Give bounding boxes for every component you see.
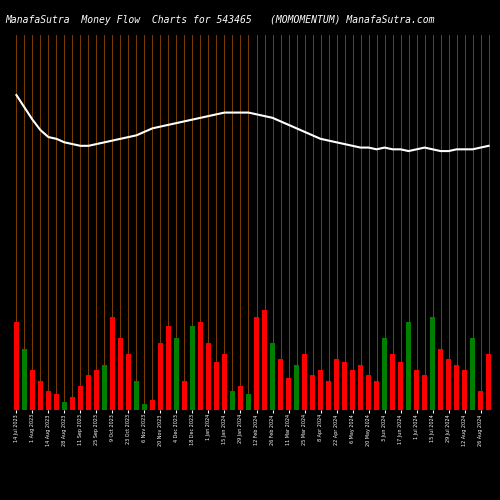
Bar xyxy=(78,386,82,410)
Bar xyxy=(238,386,242,410)
Bar xyxy=(174,338,178,410)
Bar xyxy=(342,362,346,410)
Bar xyxy=(350,370,354,410)
Bar xyxy=(414,370,419,410)
Bar xyxy=(278,358,282,410)
Bar xyxy=(382,338,387,410)
Bar xyxy=(294,365,298,410)
Bar xyxy=(430,317,435,410)
Bar xyxy=(54,394,58,410)
Bar xyxy=(302,354,306,410)
Bar xyxy=(62,402,66,410)
Bar xyxy=(110,317,114,410)
Bar xyxy=(126,354,130,410)
Bar xyxy=(454,365,459,410)
Bar xyxy=(166,326,170,410)
Bar xyxy=(222,354,226,410)
Bar xyxy=(30,370,34,410)
Bar xyxy=(486,354,491,410)
Bar xyxy=(462,370,467,410)
Bar xyxy=(182,381,186,410)
Bar xyxy=(262,310,266,410)
Bar xyxy=(390,354,395,410)
Text: ManafaSutra  Money Flow  Charts for 543465: ManafaSutra Money Flow Charts for 543465 xyxy=(5,15,252,25)
Bar xyxy=(70,397,74,410)
Bar xyxy=(94,370,98,410)
Bar xyxy=(326,381,330,410)
Bar xyxy=(478,390,483,410)
Bar xyxy=(286,378,290,410)
Bar xyxy=(254,317,258,410)
Bar xyxy=(358,365,362,410)
Bar xyxy=(206,342,210,410)
Bar xyxy=(406,322,411,410)
Bar xyxy=(134,381,138,410)
Bar xyxy=(86,374,90,410)
Bar xyxy=(150,400,154,410)
Bar xyxy=(374,381,379,410)
Text: (MOMOMENTUM) ManafaSutra.com: (MOMOMENTUM) ManafaSutra.com xyxy=(270,15,434,25)
Bar xyxy=(438,349,443,410)
Bar xyxy=(38,381,42,410)
Bar xyxy=(198,322,202,410)
Bar xyxy=(22,349,26,410)
Bar xyxy=(334,358,338,410)
Bar xyxy=(246,394,250,410)
Bar xyxy=(422,374,427,410)
Bar xyxy=(446,358,451,410)
Bar xyxy=(190,326,194,410)
Bar xyxy=(470,338,475,410)
Bar xyxy=(142,404,146,410)
Bar xyxy=(214,362,218,410)
Bar xyxy=(102,365,106,410)
Bar xyxy=(398,362,403,410)
Bar xyxy=(270,342,274,410)
Bar xyxy=(14,322,18,410)
Bar xyxy=(118,338,122,410)
Bar xyxy=(318,370,322,410)
Bar xyxy=(46,390,50,410)
Bar xyxy=(366,374,370,410)
Bar xyxy=(230,390,234,410)
Bar xyxy=(310,374,314,410)
Bar xyxy=(158,342,162,410)
